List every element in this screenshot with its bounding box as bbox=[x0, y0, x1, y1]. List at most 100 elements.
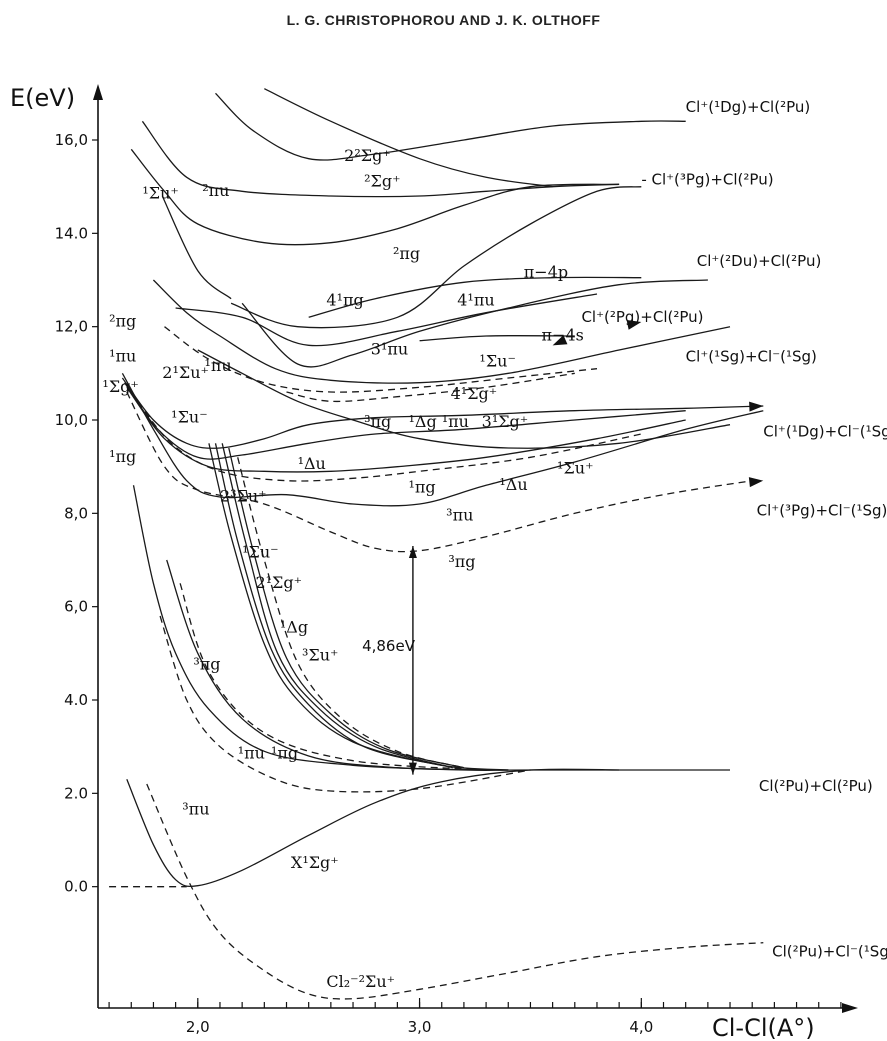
state-label-18: ³πg bbox=[364, 412, 391, 431]
curve-10 bbox=[228, 447, 465, 769]
curve-28 bbox=[215, 92, 686, 161]
curve-15 bbox=[124, 382, 686, 460]
axes-group bbox=[93, 84, 858, 1013]
state-label-23: ¹πg bbox=[109, 447, 136, 466]
state-label-7: 4¹πu bbox=[457, 291, 494, 310]
state-label-26: ¹Σu⁺ bbox=[557, 459, 593, 478]
curve-30 bbox=[286, 372, 575, 403]
state-label-24: ¹πg bbox=[408, 477, 435, 496]
state-label-17: ¹Σu⁻ bbox=[171, 407, 207, 426]
state-label-0: 2²Σg⁺ bbox=[344, 146, 391, 165]
y-tick-label-0: 0.0 bbox=[64, 878, 88, 896]
annotation-label-0: 4,86eV bbox=[362, 637, 416, 655]
curve-9 bbox=[221, 443, 453, 769]
state-label-3: ¹Σu⁺ bbox=[142, 183, 178, 202]
y-tick-label-6: 12,0 bbox=[55, 318, 88, 336]
state-label-32: ¹Δg bbox=[280, 617, 308, 636]
x-axis-title: Cl-Cl(A°) bbox=[712, 1014, 815, 1041]
state-label-12: ¹Σu⁻ bbox=[479, 351, 515, 370]
curve-arrowhead-2 bbox=[626, 319, 642, 330]
curve-14 bbox=[121, 377, 764, 449]
asymptote-label-5: Cl⁺(¹Dg)+Cl⁻(¹Sg) bbox=[763, 422, 887, 440]
annotation-arrowhead-down-0 bbox=[408, 762, 417, 775]
curve-21 bbox=[241, 279, 708, 368]
state-label-19: ¹Δg bbox=[408, 412, 436, 431]
curve-18 bbox=[152, 279, 731, 384]
asymptote-label-6: Cl⁺(³Pg)+Cl⁻(¹Sg) bbox=[757, 502, 887, 520]
curve-29 bbox=[264, 88, 553, 188]
curve-20 bbox=[175, 293, 598, 347]
x-tick-label-1: 3,0 bbox=[408, 1018, 432, 1036]
state-label-21: 3¹Σg⁺ bbox=[482, 412, 529, 431]
curve-arrowhead-1 bbox=[748, 477, 764, 488]
curve-12 bbox=[121, 372, 764, 507]
curve-19 bbox=[164, 326, 598, 393]
curve-31 bbox=[197, 349, 731, 449]
asymptote-label-7: Cl(²Pu)+Cl(²Pu) bbox=[759, 777, 873, 795]
curve-8 bbox=[214, 443, 442, 766]
y-axis-title: E(eV) bbox=[10, 84, 75, 112]
state-label-14: ¹πu bbox=[204, 356, 231, 375]
curve-6 bbox=[179, 583, 487, 771]
state-label-13: 2¹Σu⁺ bbox=[162, 363, 209, 382]
y-tick-label-2: 4.0 bbox=[64, 691, 88, 709]
state-label-5: π−4p bbox=[524, 263, 568, 282]
state-label-9: ²πg bbox=[109, 312, 136, 331]
state-label-15: 4¹Σg⁺ bbox=[451, 384, 498, 403]
state-label-25: ¹Δu bbox=[499, 475, 527, 494]
annotation-arrowhead-up-0 bbox=[408, 546, 417, 558]
curve-16 bbox=[126, 386, 686, 473]
x-axis-arrowhead bbox=[842, 1003, 858, 1013]
state-label-30: ¹Σu⁻ bbox=[242, 543, 278, 562]
y-tick-label-3: 6,0 bbox=[64, 598, 88, 616]
state-label-35: ¹πu bbox=[238, 743, 265, 762]
state-label-37: ³πu bbox=[182, 799, 209, 818]
state-label-6: 4¹πg bbox=[326, 291, 363, 310]
curve-arrowhead-3 bbox=[552, 335, 568, 346]
state-label-11: 3¹πu bbox=[371, 340, 408, 359]
asymptote-label-1: - Cl⁺(³Pg)+Cl(²Pu) bbox=[641, 170, 773, 188]
state-label-4: ²πg bbox=[393, 244, 420, 263]
asymptote-label-4: Cl⁺(¹Sg)+Cl⁻(¹Sg) bbox=[686, 348, 817, 366]
labels-group: 2²Σg⁺ ²Σg⁺ ²πu ¹Σu⁺ ²πg π−4p 4¹πg 4¹πu π−4s ²πg ¹π… bbox=[102, 98, 887, 991]
curve-23 bbox=[419, 334, 575, 342]
state-label-36: ¹πg bbox=[271, 743, 298, 762]
curve-arrowhead-0 bbox=[749, 401, 764, 412]
state-label-38: X¹Σg⁺ bbox=[291, 853, 339, 872]
state-label-8: π−4s bbox=[542, 326, 584, 345]
state-label-28: ³πu bbox=[446, 505, 473, 524]
state-label-39: Cl₂⁻²Σu⁺ bbox=[326, 972, 395, 991]
y-tick-label-8: 16,0 bbox=[55, 131, 88, 149]
asymptote-label-8: Cl(²Pu)+Cl⁻(¹Sg) bbox=[772, 943, 887, 961]
ticks-group: 0.0 2.0 4.0 6,0 8,0 10,0 12,0 14.0 16,0 2,0 3,0 4,0 bbox=[55, 131, 842, 1036]
curve-22 bbox=[308, 276, 642, 318]
state-label-2: ²πu bbox=[202, 181, 229, 200]
x-tick-label-0: 2,0 bbox=[186, 1018, 210, 1036]
state-label-27: 2³Σu⁺ bbox=[220, 487, 267, 506]
curves-group bbox=[109, 88, 764, 1000]
state-label-33: ³Σu⁺ bbox=[302, 645, 338, 664]
y-axis-arrowhead bbox=[93, 84, 103, 100]
curve-11 bbox=[237, 457, 465, 769]
state-label-34: ³πg bbox=[193, 655, 220, 674]
state-label-1: ²Σg⁺ bbox=[364, 172, 400, 191]
curve-17 bbox=[130, 391, 642, 482]
x-tick-label-2: 4,0 bbox=[629, 1018, 653, 1036]
asymptote-label-3: Cl⁺(²Pg)+Cl(²Pu) bbox=[581, 308, 703, 326]
state-label-20: ¹πu bbox=[442, 412, 469, 431]
header-authors: L. G. CHRISTOPHOROU AND J. K. OLTHOFF bbox=[286, 12, 601, 28]
asymptote-label-2: Cl⁺(²Du)+Cl(²Pu) bbox=[697, 252, 822, 270]
curve-5 bbox=[166, 559, 509, 771]
curve-13 bbox=[126, 391, 753, 553]
y-tick-label-7: 14.0 bbox=[55, 224, 88, 242]
y-tick-label-1: 2.0 bbox=[64, 784, 88, 802]
curve-3 bbox=[132, 485, 730, 772]
state-label-22: ¹Δu bbox=[298, 454, 326, 473]
curve-25 bbox=[161, 195, 232, 300]
curve-1 bbox=[146, 783, 764, 1000]
state-label-29: ³πg bbox=[448, 552, 475, 571]
y-tick-label-4: 8,0 bbox=[64, 504, 88, 522]
y-tick-label-5: 10,0 bbox=[55, 411, 88, 429]
state-label-10: ¹πu bbox=[109, 347, 136, 366]
